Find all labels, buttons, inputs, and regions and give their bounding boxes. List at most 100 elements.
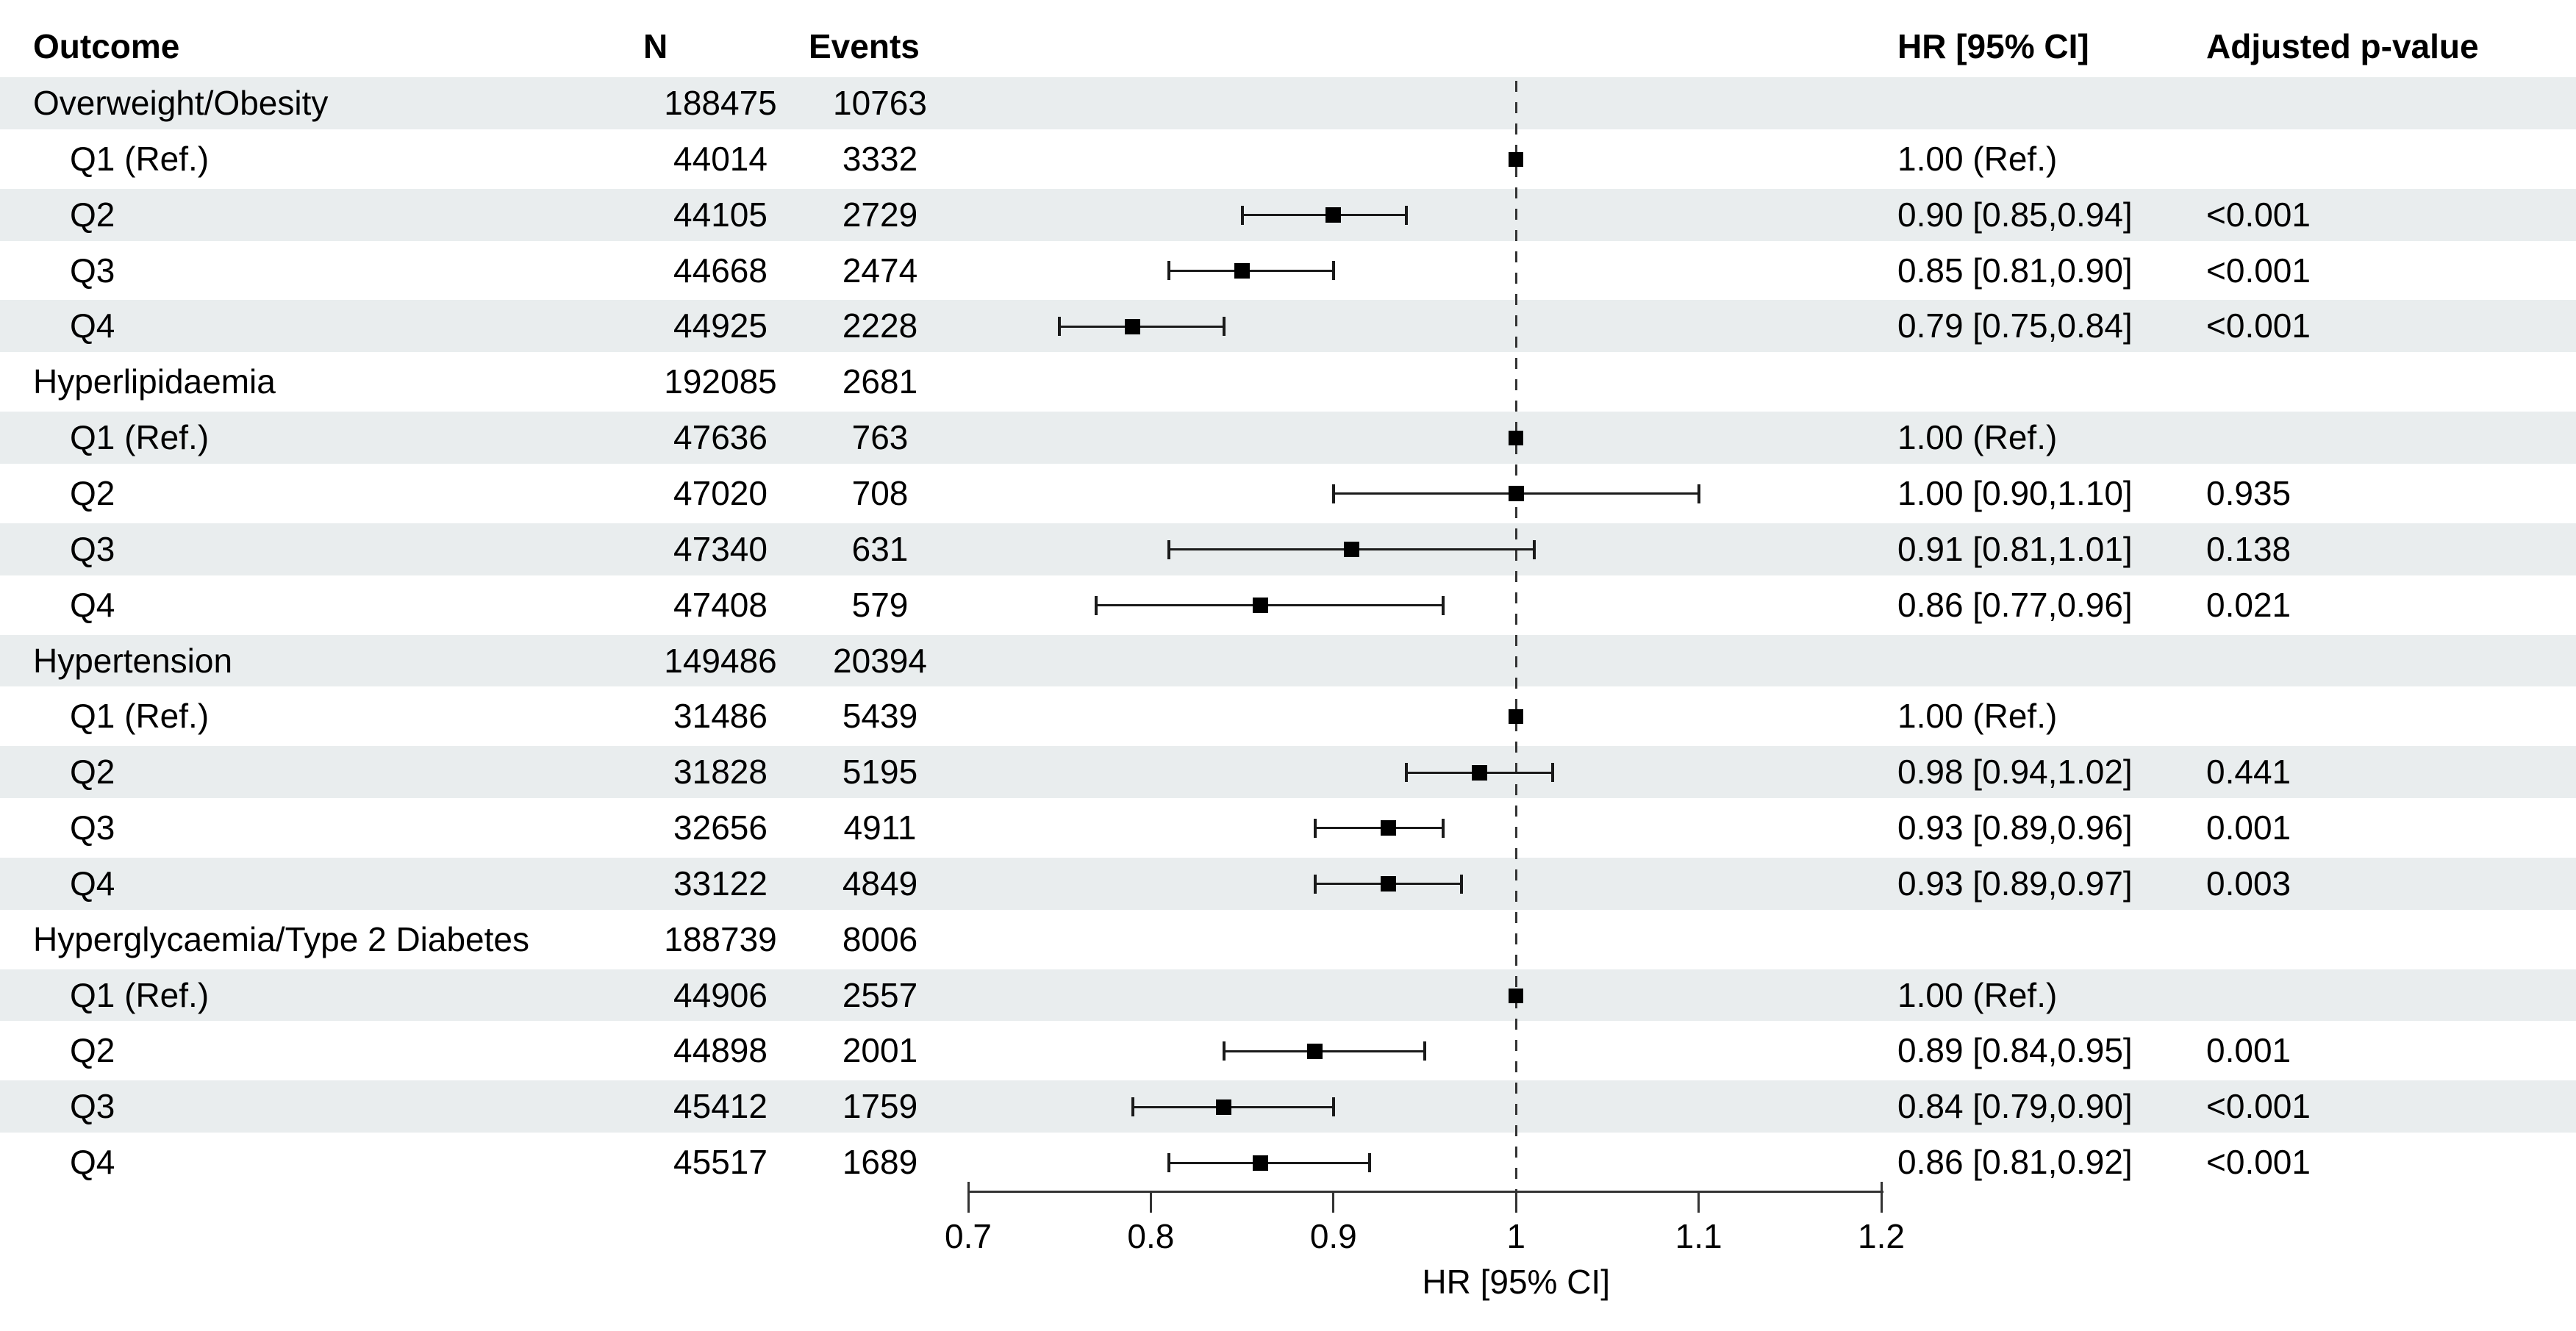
n-value: 188475 — [664, 84, 777, 122]
events-value: 1689 — [842, 1143, 918, 1182]
point-estimate-marker — [1125, 318, 1141, 334]
ci-cap-right — [1368, 1153, 1372, 1173]
hr-ci-value: 0.79 [0.75,0.84] — [1897, 306, 2133, 345]
n-value: 31828 — [673, 753, 768, 792]
point-estimate-marker — [1380, 876, 1396, 892]
events-value: 579 — [851, 585, 909, 624]
row-label: Q4 — [70, 1143, 115, 1182]
row-label: Q2 — [70, 473, 115, 512]
x-axis-tick — [1149, 1191, 1152, 1213]
p-value: 0.021 — [2206, 585, 2291, 624]
point-estimate-marker — [1508, 486, 1524, 502]
events-value: 20394 — [833, 641, 927, 680]
row-stripe — [0, 969, 2576, 1022]
n-value: 44925 — [673, 306, 768, 345]
hr-ci-value: 0.98 [0.94,1.02] — [1897, 753, 2133, 792]
ci-cap-right — [1423, 1041, 1426, 1061]
point-estimate-marker — [1307, 1043, 1323, 1059]
x-axis-tick-label: 1.1 — [1675, 1217, 1722, 1255]
ci-cap-right — [1222, 317, 1226, 337]
events-value: 4911 — [843, 808, 917, 847]
ci-cap-left — [1094, 595, 1098, 615]
reference-marker — [1509, 988, 1524, 1003]
ci-cap-right — [1533, 539, 1536, 559]
p-value: <0.001 — [2206, 1143, 2311, 1182]
hr-ci-value: 1.00 (Ref.) — [1897, 975, 2058, 1014]
hr-ci-value: 0.90 [0.85,0.94] — [1897, 195, 2133, 234]
ci-cap-left — [1167, 261, 1171, 281]
x-axis-line — [968, 1191, 1883, 1193]
ci-line — [1314, 827, 1443, 830]
p-value: 0.138 — [2206, 529, 2291, 568]
n-value: 31486 — [673, 697, 768, 736]
hr-ci-value: 0.85 [0.81,0.90] — [1897, 251, 2133, 290]
point-estimate-marker — [1472, 764, 1488, 781]
hr-ci-value: 0.91 [0.81,1.01] — [1897, 529, 2133, 568]
row-label: Q4 — [70, 864, 115, 903]
row-label: Q2 — [70, 1031, 115, 1070]
events-value: 2681 — [842, 362, 918, 401]
column-header-adjusted-p: Adjusted p-value — [2206, 27, 2479, 65]
events-value: 10763 — [833, 84, 927, 122]
p-value: 0.001 — [2206, 1031, 2291, 1070]
hr-ci-value: 0.93 [0.89,0.97] — [1897, 864, 2133, 903]
p-value: 0.441 — [2206, 753, 2291, 792]
x-axis-tick-label: 1 — [1506, 1217, 1525, 1255]
row-label: Hyperglycaemia/Type 2 Diabetes — [33, 919, 529, 958]
hr-ci-value: 0.86 [0.81,0.92] — [1897, 1143, 2133, 1182]
x-axis-tick-label: 0.8 — [1127, 1217, 1175, 1255]
ci-line — [1132, 1105, 1334, 1108]
events-value: 763 — [851, 418, 909, 457]
ci-cap-left — [1167, 539, 1171, 559]
ci-line — [1095, 604, 1443, 607]
row-label: Q2 — [70, 753, 115, 792]
point-estimate-marker — [1325, 207, 1342, 223]
row-label: Q3 — [70, 1087, 115, 1126]
reference-marker — [1509, 709, 1524, 725]
hr-ci-value: 0.89 [0.84,0.95] — [1897, 1031, 2133, 1070]
p-value: <0.001 — [2206, 195, 2311, 234]
column-header-n: N — [643, 27, 668, 65]
x-axis-tick — [1514, 1191, 1517, 1213]
ci-line — [1059, 325, 1224, 328]
events-value: 2557 — [842, 975, 918, 1014]
n-value: 44014 — [673, 139, 768, 178]
x-axis-tick-label: 0.7 — [945, 1217, 992, 1255]
x-axis-tick — [1880, 1182, 1883, 1213]
hr-ci-value: 0.84 [0.79,0.90] — [1897, 1087, 2133, 1126]
n-value: 47636 — [673, 418, 768, 457]
ci-cap-left — [1058, 317, 1062, 337]
row-stripe — [0, 412, 2576, 464]
row-label: Q4 — [70, 306, 115, 345]
row-label: Hyperlipidaemia — [33, 362, 276, 401]
ci-cap-right — [1331, 1097, 1335, 1117]
ci-cap-right — [1697, 484, 1700, 503]
n-value: 47340 — [673, 529, 768, 568]
n-value: 192085 — [664, 362, 777, 401]
ci-cap-left — [1313, 874, 1317, 894]
events-value: 708 — [851, 473, 909, 512]
row-stripe — [0, 857, 2576, 910]
n-value: 45517 — [673, 1143, 768, 1182]
row-stripe — [0, 634, 2576, 687]
p-value: 0.001 — [2206, 808, 2291, 847]
row-label: Q1 (Ref.) — [70, 697, 210, 736]
point-estimate-marker — [1252, 598, 1268, 614]
point-estimate-marker — [1380, 820, 1396, 836]
ci-line — [1223, 1050, 1425, 1052]
ci-line — [1242, 214, 1407, 217]
ci-line — [1169, 269, 1334, 272]
row-label: Q1 (Ref.) — [70, 139, 210, 178]
point-estimate-marker — [1252, 1155, 1268, 1171]
events-value: 2228 — [842, 306, 918, 345]
ci-cap-right — [1441, 595, 1445, 615]
events-value: 8006 — [842, 919, 918, 958]
column-header-hr-ci: HR [95% CI] — [1897, 27, 2089, 65]
ci-cap-left — [1405, 763, 1409, 783]
n-value: 149486 — [664, 641, 777, 680]
hr-ci-value: 0.93 [0.89,0.96] — [1897, 808, 2133, 847]
events-value: 5195 — [842, 753, 918, 792]
ci-cap-right — [1550, 763, 1554, 783]
ci-cap-right — [1459, 874, 1463, 894]
